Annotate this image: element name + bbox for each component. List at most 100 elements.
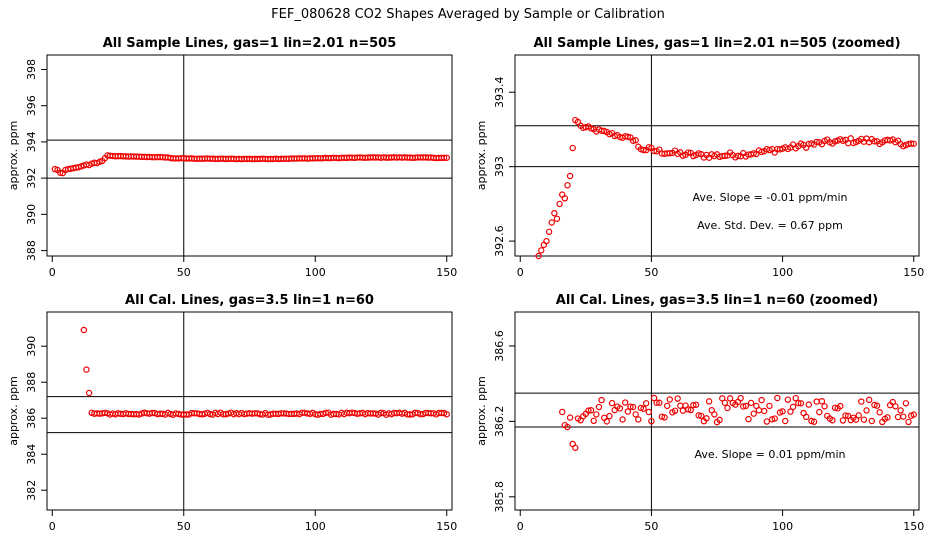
x-tick-label: 0 (517, 520, 524, 533)
data-point (705, 398, 713, 405)
data-point (443, 154, 450, 161)
data-point (666, 396, 673, 403)
data-point (810, 418, 818, 425)
data-point (566, 414, 574, 421)
data-point (684, 149, 692, 156)
data-point (564, 182, 571, 189)
data-point (543, 237, 550, 245)
data-point (648, 417, 655, 425)
data-point (80, 326, 88, 334)
data-point (797, 400, 805, 407)
panel-title: All Cal. Lines, gas=3.5 lin=1 n=60 (125, 293, 374, 308)
data-point (871, 138, 878, 145)
y-tick-label: 394 (25, 131, 38, 152)
x-tick-label: 50 (644, 520, 658, 533)
panel-3: All Cal. Lines, gas=3.5 lin=1 n=60 0 50 100… (7, 293, 457, 533)
y-tick-label: 385.8 (493, 481, 506, 513)
panels: All Sample Lines, gas=1 lin=2.01 n=505 0 5… (7, 36, 924, 533)
data-point (548, 219, 555, 226)
data-point (716, 416, 723, 424)
data-point (640, 146, 647, 154)
data-point (724, 404, 731, 412)
data-point (821, 403, 828, 410)
data-point (711, 411, 718, 418)
data-point (629, 403, 637, 411)
data-point (876, 409, 883, 416)
data-point (910, 411, 917, 418)
data-point (873, 402, 881, 409)
plot-frame (514, 54, 920, 257)
data-point (440, 154, 448, 161)
data-point (627, 403, 634, 410)
data-point (758, 396, 765, 404)
data-point (900, 413, 907, 420)
y-tick-label: 382 (25, 480, 38, 501)
x-tick-label: 0 (49, 266, 56, 279)
x-tick-label: 100 (772, 520, 793, 533)
data-point (635, 416, 642, 423)
data-point (750, 150, 757, 157)
data-point (865, 396, 873, 404)
data-point (831, 138, 839, 145)
data-point (559, 408, 566, 416)
data-point (564, 423, 571, 431)
data-point (556, 200, 563, 208)
data-point (674, 395, 681, 402)
data-point (621, 399, 629, 406)
data-point (606, 412, 613, 420)
data-point (603, 418, 611, 425)
x-tick-label: 150 (436, 520, 457, 533)
x-tick-label: 0 (49, 520, 56, 533)
x-tick-label: 100 (305, 266, 326, 279)
data-points (559, 394, 917, 451)
data-point (871, 401, 878, 409)
data-point (561, 195, 569, 202)
annotation: Ave. Std. Dev. = 0.67 ppm (697, 219, 843, 232)
data-point (750, 410, 757, 417)
y-tick-label: 393.4 (493, 76, 506, 108)
data-point (787, 408, 794, 415)
data-point (868, 417, 875, 425)
data-point (902, 400, 910, 407)
data-point (829, 417, 836, 424)
data-point (692, 401, 700, 408)
data-point (860, 416, 868, 423)
data-point (632, 411, 639, 418)
data-point (645, 408, 652, 416)
data-point (847, 135, 854, 142)
data-point (443, 411, 450, 418)
data-point (566, 172, 574, 180)
data-point (656, 399, 663, 406)
data-point (377, 409, 385, 417)
data-points (535, 116, 917, 260)
data-point (842, 412, 849, 419)
data-point (598, 396, 605, 404)
x-tick-label: 150 (436, 266, 457, 279)
data-point (813, 398, 820, 405)
data-point (771, 415, 778, 422)
plot-frame (46, 54, 453, 257)
data-point (85, 389, 93, 397)
x-tick-label: 100 (772, 266, 793, 279)
data-point (721, 152, 729, 160)
x-tick-label: 50 (644, 266, 658, 279)
data-point (894, 413, 902, 421)
data-point (758, 148, 765, 156)
data-point (684, 406, 692, 413)
data-point (802, 413, 810, 421)
data-point (737, 394, 744, 402)
y-axis-label: approx. ppm (7, 376, 20, 446)
data-point (642, 400, 650, 407)
y-tick-label: 392 (25, 168, 38, 189)
data-point (734, 152, 742, 160)
data-point (645, 144, 652, 151)
data-point (839, 417, 847, 424)
data-point (910, 140, 917, 147)
data-point (782, 417, 789, 425)
data-point (632, 137, 639, 144)
data-point (56, 169, 64, 176)
data-point (593, 411, 600, 418)
annotation: Ave. Slope = -0.01 ppm/min (693, 191, 848, 204)
data-point (721, 399, 729, 406)
